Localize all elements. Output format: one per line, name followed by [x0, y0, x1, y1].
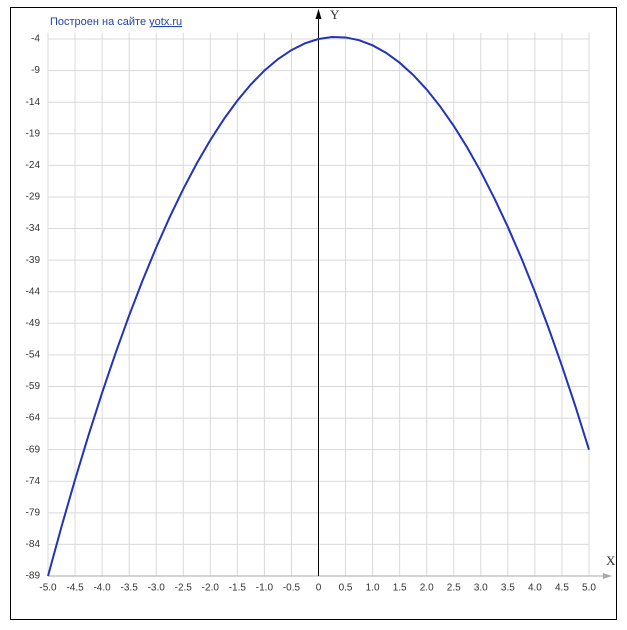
- x-tick-label: 4.5: [555, 583, 569, 594]
- x-tick-label: 2.5: [447, 583, 461, 594]
- chart-title: Построен на сайте yotx.ru: [50, 16, 182, 28]
- x-tick-label: 3.5: [501, 583, 515, 594]
- x-tick-label: -3.5: [121, 583, 139, 594]
- x-tick-label: -5.0: [39, 583, 57, 594]
- x-tick-label: -2.5: [175, 583, 193, 594]
- y-tick-label: -4: [31, 34, 40, 45]
- y-tick-label: -24: [26, 160, 41, 171]
- x-tick-label: 0: [316, 583, 322, 594]
- y-tick-label: -9: [31, 65, 40, 76]
- y-tick-label: -54: [26, 350, 41, 361]
- x-tick-label: -4.0: [93, 583, 111, 594]
- y-tick-label: -49: [26, 318, 41, 329]
- y-tick-label: -39: [26, 255, 41, 266]
- y-tick-label: -59: [26, 381, 41, 392]
- y-tick-label: -34: [26, 223, 41, 234]
- x-tick-label: 1.5: [393, 583, 407, 594]
- x-tick-label: -4.5: [66, 583, 84, 594]
- x-axis-arrow: [603, 573, 612, 579]
- x-tick-label: -1.0: [256, 583, 274, 594]
- x-tick-label: -2.0: [202, 583, 220, 594]
- y-tick-label: -84: [26, 539, 41, 550]
- site-link[interactable]: yotx.ru: [149, 16, 182, 28]
- y-tick-label: -69: [26, 444, 41, 455]
- x-tick-label: -1.5: [229, 583, 247, 594]
- y-tick-label: -79: [26, 507, 41, 518]
- x-tick-label: 4.0: [528, 583, 542, 594]
- y-tick-label: -19: [26, 128, 41, 139]
- frame: [10, 7, 617, 620]
- x-tick-label: -0.5: [283, 583, 301, 594]
- y-tick-label: -64: [26, 413, 41, 424]
- x-axis-label: X: [606, 553, 616, 568]
- y-axis-arrow: [315, 9, 322, 19]
- y-tick-label: -29: [26, 192, 41, 203]
- x-tick-label: 3.0: [474, 583, 488, 594]
- y-tick-label: -74: [26, 476, 41, 487]
- x-tick-label: -3.0: [148, 583, 166, 594]
- title-text: Построен на сайте: [50, 16, 146, 28]
- x-tick-label: 0.5: [339, 583, 353, 594]
- curve: [47, 36, 590, 577]
- x-tick-label: 2.0: [420, 583, 434, 594]
- y-tick-label: -44: [26, 286, 41, 297]
- y-tick-label: -89: [26, 571, 41, 582]
- y-axis-label: Y: [330, 7, 340, 22]
- x-tick-label: 5.0: [582, 583, 596, 594]
- y-tick-label: -14: [26, 97, 41, 108]
- x-tick-label: 1.0: [366, 583, 380, 594]
